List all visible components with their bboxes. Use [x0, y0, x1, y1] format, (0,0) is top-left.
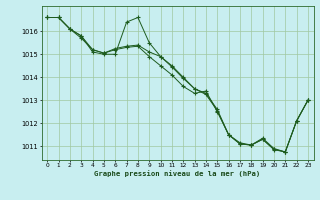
- X-axis label: Graphe pression niveau de la mer (hPa): Graphe pression niveau de la mer (hPa): [94, 170, 261, 177]
